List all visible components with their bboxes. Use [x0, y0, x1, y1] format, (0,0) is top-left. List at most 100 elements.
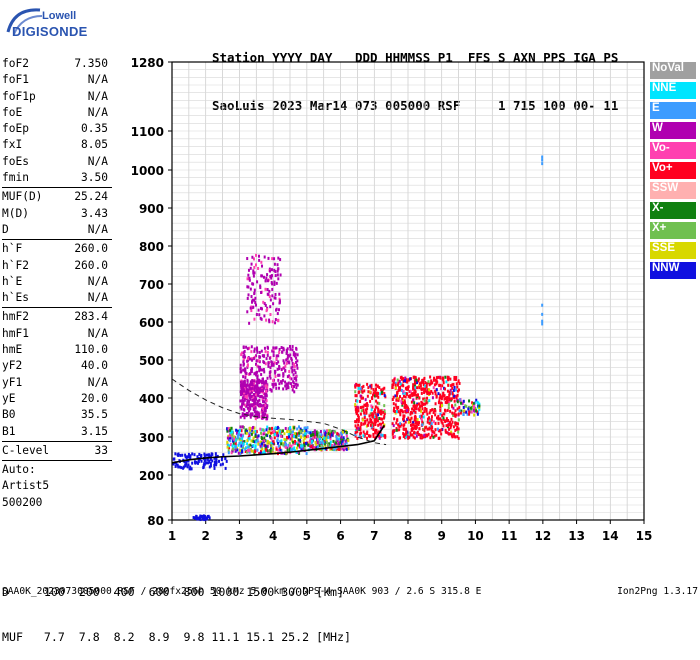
echo-point	[428, 383, 431, 387]
echo-point	[447, 427, 450, 431]
echo-point	[254, 390, 257, 394]
echo-point	[375, 383, 378, 387]
echo-point	[347, 447, 350, 451]
echo-point	[406, 435, 409, 439]
echo-point	[395, 410, 398, 414]
param-row: foF2 7.350	[2, 56, 110, 72]
echo-point	[428, 411, 431, 415]
echo-point	[327, 435, 330, 439]
echo-point	[429, 375, 432, 379]
echo-point	[451, 411, 454, 415]
echo-point	[416, 430, 419, 434]
echo-point	[428, 421, 431, 425]
echo-point	[245, 414, 248, 418]
echo-point	[369, 417, 372, 421]
param-name: foF2	[2, 57, 29, 70]
echo-point	[435, 382, 438, 386]
echo-point	[245, 384, 248, 388]
param-value: 260.0	[74, 242, 108, 256]
echo-point	[451, 386, 454, 390]
param-value: 110.0	[74, 343, 108, 357]
echo-point	[238, 441, 241, 445]
echo-point	[288, 376, 291, 380]
echo-point	[286, 436, 289, 440]
echo-point	[472, 402, 475, 406]
echo-point	[425, 409, 428, 413]
echo-point	[439, 393, 442, 397]
polarization-legend: NoVal NNE E W Vo- Vo+ SSW X- X+ SSE NNW	[650, 62, 696, 282]
echo-point	[185, 462, 188, 466]
echo-point	[291, 361, 294, 365]
echo-point	[354, 424, 357, 428]
echo-point	[303, 426, 306, 430]
param-row: h`F2 260.0	[2, 258, 110, 274]
echo-point	[262, 360, 265, 364]
echo-point	[357, 427, 360, 431]
echo-point	[270, 276, 273, 280]
echo-point	[417, 384, 420, 388]
echo-point	[244, 376, 247, 380]
echo-point	[370, 383, 373, 387]
param-value: 25.24	[74, 190, 108, 204]
echo-point	[293, 426, 296, 430]
echo-point	[195, 515, 198, 519]
echo-point	[289, 437, 292, 441]
echo-point	[248, 450, 251, 454]
echo-point	[264, 444, 267, 448]
echo-point	[280, 346, 283, 350]
echo-point	[231, 433, 234, 437]
echo-point	[401, 377, 404, 381]
echo-point	[472, 404, 475, 408]
echo-point	[430, 418, 433, 422]
echo-point	[291, 365, 294, 369]
echo-point	[434, 378, 437, 382]
echo-point	[256, 346, 259, 350]
param-value: 7.350	[74, 57, 108, 70]
echo-point	[365, 424, 368, 428]
echo-point	[418, 405, 421, 409]
echo-point	[262, 404, 265, 408]
echo-point	[460, 409, 463, 413]
echo-point	[203, 517, 206, 521]
panel-divider	[2, 187, 112, 189]
echo-point	[299, 430, 302, 434]
echo-point	[175, 462, 178, 466]
echo-point	[257, 404, 260, 408]
echo-point	[248, 278, 251, 282]
echo-point	[249, 397, 252, 401]
echo-point	[337, 440, 340, 444]
echo-point	[334, 430, 337, 434]
echo-point	[259, 427, 262, 431]
echo-point	[374, 390, 377, 394]
echo-point	[303, 441, 306, 445]
echo-point	[288, 344, 291, 348]
echo-point	[438, 417, 441, 421]
echo-point	[255, 373, 258, 377]
echo-point	[277, 429, 280, 433]
echo-point	[395, 428, 398, 432]
echo-point	[426, 434, 429, 438]
echo-point	[361, 405, 364, 409]
echo-point	[290, 366, 293, 370]
echo-point	[247, 293, 250, 297]
echo-point	[458, 409, 461, 413]
echo-point	[422, 383, 425, 387]
echo-point	[409, 418, 412, 422]
echo-point	[258, 350, 261, 354]
echo-point	[413, 426, 416, 430]
echo-point	[477, 404, 480, 408]
echo-point	[293, 365, 296, 369]
echo-point	[282, 443, 285, 447]
echo-point	[377, 430, 380, 434]
echo-point	[413, 436, 416, 440]
echo-point	[208, 516, 211, 520]
echo-point	[375, 394, 378, 398]
echo-point	[430, 389, 433, 393]
scaled-parameters-panel: foF2 7.350 foF1 N/A foF1p N/A foE N/A foEp 0.35 fx…	[2, 56, 112, 511]
echo-point	[392, 402, 395, 406]
echo-point	[404, 433, 407, 437]
echo-point	[356, 430, 359, 434]
echo-point	[364, 421, 367, 425]
echo-point	[453, 412, 456, 416]
echo-point	[260, 394, 263, 398]
